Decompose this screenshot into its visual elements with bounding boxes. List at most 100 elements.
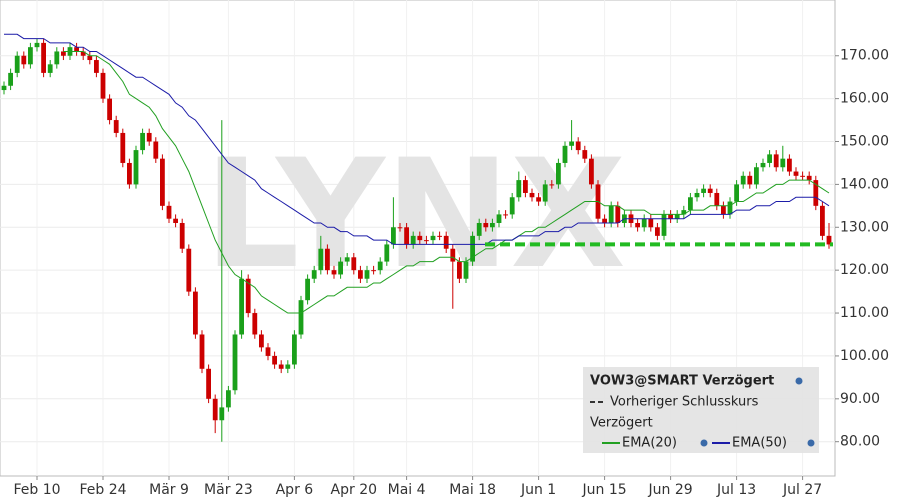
candle-body (14, 55, 20, 73)
candle-body (160, 158, 165, 206)
candle-body (437, 235, 442, 237)
candle-body (820, 205, 825, 236)
legend-icon[interactable] (795, 377, 803, 385)
candle-body (582, 150, 588, 159)
candle-body (285, 364, 291, 369)
candle-body (463, 261, 469, 279)
candle-body (41, 42, 46, 73)
candle-body (397, 227, 403, 229)
candle-body (450, 248, 456, 262)
y-tick-label: 170.00 (840, 48, 889, 64)
candle-body (602, 218, 607, 223)
candle-body (430, 235, 436, 241)
candle-body (173, 218, 178, 223)
candle-body (516, 180, 522, 198)
candle-body (457, 261, 462, 279)
candle-body (94, 60, 99, 73)
candle-body (635, 222, 640, 228)
x-tick-label: Mai 4 (388, 482, 426, 498)
candle-body (787, 158, 792, 172)
candle-body (80, 51, 86, 56)
candle-body (358, 270, 363, 279)
candle-body (707, 188, 713, 193)
candle-body (806, 175, 812, 181)
candle-body (556, 162, 561, 185)
legend-icon[interactable] (807, 439, 815, 447)
candle-body (199, 334, 205, 369)
candle-body (747, 175, 753, 185)
candle-body (133, 150, 139, 185)
candle-body (265, 347, 271, 356)
x-tick-label: Feb 24 (79, 482, 126, 498)
candle-body (298, 300, 304, 335)
candle-body (364, 270, 370, 279)
candle-body (245, 278, 251, 314)
candle-body (754, 167, 759, 185)
x-tick-label: Mai 18 (449, 482, 496, 498)
candle-body (179, 222, 185, 249)
candle-body (549, 184, 555, 186)
candle-body (292, 334, 297, 365)
x-tick-label: Jul 13 (716, 482, 756, 498)
legend-ema50-label: EMA(50) (732, 436, 787, 451)
legend-icon[interactable] (700, 439, 708, 447)
candle-body (523, 180, 528, 193)
candle-body (8, 72, 13, 86)
candle-body (826, 235, 832, 245)
candle-body (668, 214, 673, 219)
candle-body (47, 64, 53, 73)
candle-body (212, 398, 218, 421)
candle-body (1, 85, 7, 91)
candle-body (206, 368, 211, 399)
candle-body (721, 205, 726, 215)
y-tick-label: 80.00 (840, 434, 880, 450)
candle-body (575, 141, 581, 151)
candle-body (325, 248, 330, 271)
candle-body (21, 55, 27, 65)
candle-body (113, 120, 119, 133)
candle-body (740, 175, 746, 185)
candle-body (186, 248, 192, 292)
x-tick-label: Mär 23 (204, 482, 253, 498)
candle-body (61, 51, 66, 56)
candle-body (226, 390, 231, 408)
legend-box (583, 367, 819, 453)
candle-body (727, 201, 733, 215)
x-tick-label: Mär 9 (149, 482, 189, 498)
candle-body (536, 197, 541, 202)
candle-body (496, 214, 502, 223)
candle-body (655, 227, 660, 236)
candle-body (305, 278, 310, 301)
candle-body (140, 132, 145, 151)
y-tick-label: 140.00 (840, 176, 889, 192)
candle-body (404, 227, 409, 245)
candle-body (714, 192, 720, 206)
candle-body (813, 180, 819, 206)
candle-body (760, 162, 766, 168)
legend-subtitle: Verzögert (590, 416, 653, 431)
candle-body (589, 158, 594, 185)
candle-body (193, 291, 198, 335)
candle-body (252, 313, 258, 335)
candle-body (648, 218, 654, 228)
candle-body (767, 154, 772, 163)
y-tick-label: 120.00 (840, 262, 889, 278)
candle-body (417, 235, 423, 241)
candle-body (384, 244, 390, 262)
candle-body (410, 235, 416, 245)
candle-body (166, 205, 172, 219)
candle-body (688, 197, 693, 211)
x-tick-label: Feb 10 (13, 482, 60, 498)
candle-body (311, 270, 317, 279)
candle-body (344, 257, 350, 262)
candle-body (351, 257, 357, 271)
candle-body (641, 218, 647, 228)
y-tick-label: 110.00 (840, 305, 889, 321)
candle-body (318, 248, 324, 271)
candle-body (562, 145, 568, 163)
candle-body (87, 55, 93, 61)
candle-body (54, 51, 60, 65)
candle-body (74, 47, 79, 52)
candle-body (615, 205, 621, 223)
